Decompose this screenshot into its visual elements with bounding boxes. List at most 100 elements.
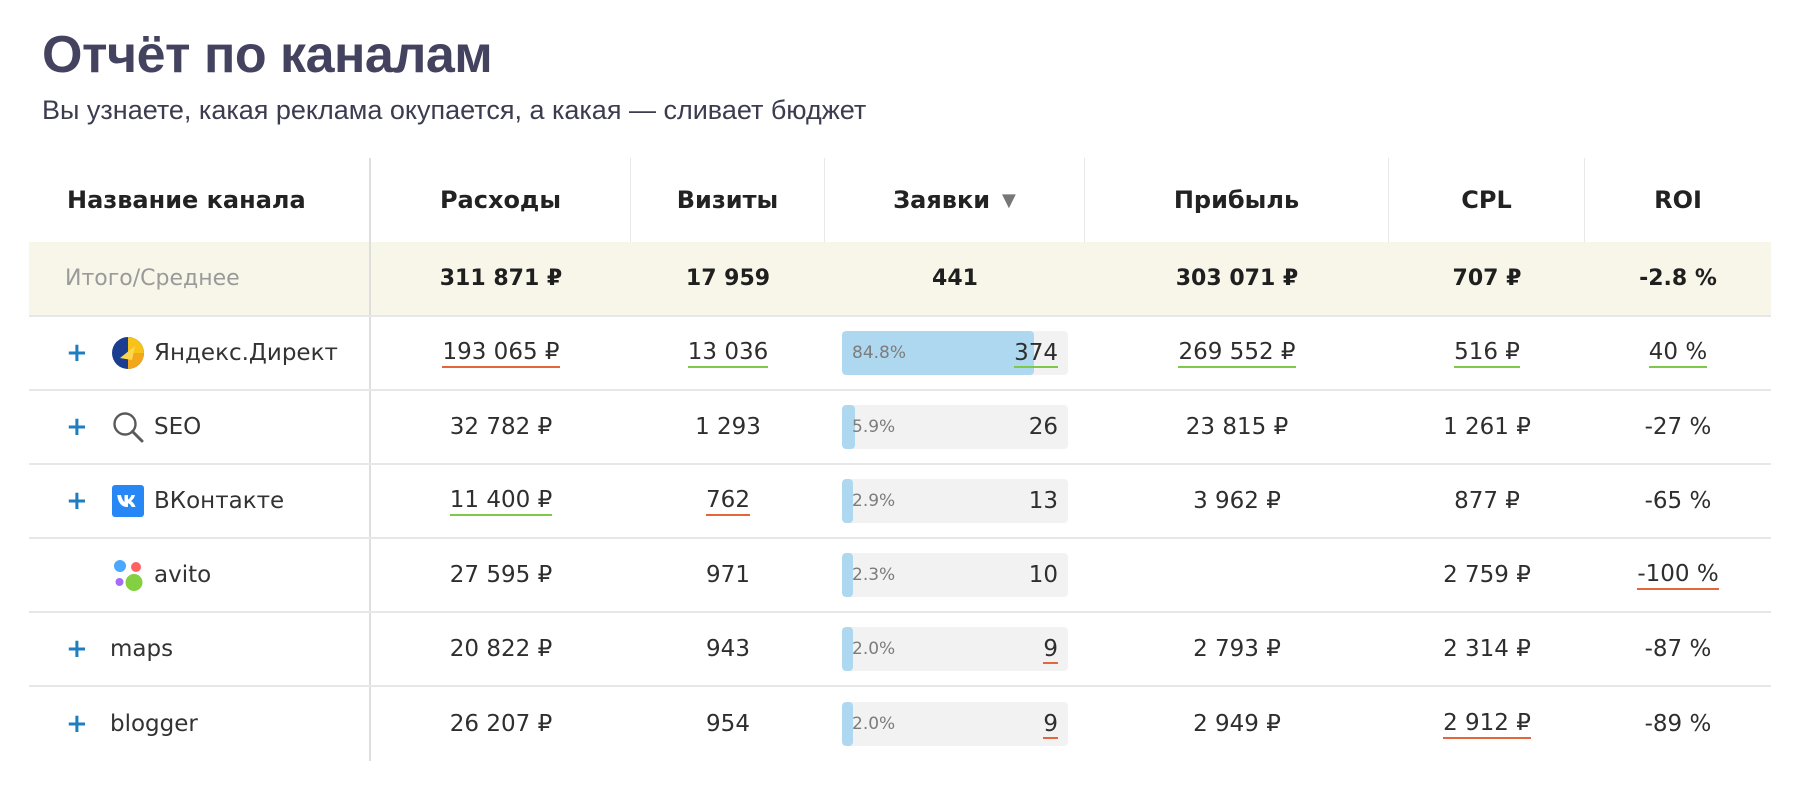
column-header-leads[interactable]: Заявки ▼ [825, 158, 1085, 242]
leads-share-bar: 2.0% 9 [842, 627, 1068, 671]
expand-plus-icon[interactable]: + [66, 412, 88, 442]
leads-percent: 84.8% [852, 343, 907, 363]
expenses-cell: 26 207 ₽ [371, 687, 631, 761]
table-row[interactable]: + ВКонтакте 11 400 ₽ 762 2.9% 13 3 962 ₽ 877 ₽ -… [29, 465, 1771, 539]
column-header-visits[interactable]: Визиты [631, 158, 825, 242]
channel-name: blogger [110, 711, 198, 737]
leads-value-wrap: 26 [1029, 405, 1058, 449]
leads-cell: 2.0% 9 [825, 613, 1085, 685]
sort-descending-icon[interactable]: ▼ [1002, 189, 1016, 211]
visits-value: 954 [706, 711, 750, 737]
leads-value: 26 [1028, 414, 1058, 440]
channel-cell: + maps [29, 613, 371, 685]
leads-share-bar: 2.9% 13 [842, 479, 1068, 523]
avito-icon [110, 557, 146, 593]
cpl-cell: 1 261 ₽ [1389, 391, 1585, 463]
channel-cell: + blogger [29, 687, 371, 761]
total-leads: 441 [932, 266, 978, 291]
cpl-value: 2 912 ₽ [1443, 710, 1531, 739]
leads-share-fill [842, 479, 854, 523]
visits-value: 762 [706, 487, 750, 516]
leads-value-wrap: 13 [1029, 479, 1058, 523]
expenses-cell: 20 822 ₽ [371, 613, 631, 685]
page-subtitle: Вы узнаете, какая реклама окупается, а к… [42, 95, 867, 125]
cpl-value: 2 314 ₽ [1443, 636, 1531, 662]
roi-cell: -27 % [1585, 391, 1771, 463]
expand-plus-icon[interactable]: + [66, 634, 88, 664]
column-header-channel[interactable]: Название канала [29, 158, 371, 242]
total-visits: 17 959 [685, 266, 771, 291]
column-header-roi[interactable]: ROI [1654, 186, 1702, 214]
cpl-value: 516 ₽ [1454, 339, 1520, 368]
expand-plus-icon[interactable]: + [66, 709, 88, 739]
profit-cell [1085, 539, 1389, 611]
channel-name: ВКонтакте [154, 488, 285, 514]
visits-value: 971 [706, 562, 750, 588]
leads-share-fill [842, 553, 854, 597]
leads-value: 9 [1043, 636, 1058, 664]
vk-icon [110, 483, 146, 519]
roi-cell: -100 % [1585, 539, 1771, 611]
expand-plus-icon[interactable]: + [66, 486, 88, 516]
expenses-value: 193 065 ₽ [442, 339, 560, 368]
table-header: Название канала Расходы Визиты Заявки ▼ … [29, 158, 1771, 242]
channel-cell: + Яндекс.Директ [29, 317, 371, 389]
visits-cell: 1 293 [631, 391, 825, 463]
cpl-value: 1 261 ₽ [1443, 414, 1531, 440]
leads-cell: 5.9% 26 [825, 391, 1085, 463]
leads-percent: 2.0% [852, 639, 896, 659]
roi-cell: -87 % [1585, 613, 1771, 685]
column-header-cpl[interactable]: CPL [1389, 158, 1585, 242]
channel-cell: + SEO [29, 391, 371, 463]
profit-value: 23 815 ₽ [1185, 414, 1289, 440]
roi-cell: -89 % [1585, 687, 1771, 761]
visits-value: 13 036 [687, 339, 769, 368]
channel-cell: avito [29, 539, 371, 611]
expenses-value: 26 207 ₽ [449, 711, 553, 737]
total-profit: 303 071 ₽ [1175, 266, 1299, 291]
visits-cell: 762 [631, 465, 825, 537]
roi-value: -87 % [1644, 636, 1712, 662]
table-row[interactable]: + maps 20 822 ₽ 943 2.0% 9 2 793 ₽ 2 314 ₽ -87 % [29, 613, 1771, 687]
visits-value: 943 [706, 636, 750, 662]
profit-cell: 269 552 ₽ [1085, 317, 1389, 389]
profit-value: 2 793 ₽ [1193, 636, 1281, 662]
column-header-leads-label: Заявки [893, 186, 991, 214]
column-header-expenses[interactable]: Расходы [371, 158, 631, 242]
search-icon [110, 409, 146, 445]
column-header-profit[interactable]: Прибыль [1085, 158, 1389, 242]
table-row[interactable]: + blogger 26 207 ₽ 954 2.0% 9 2 949 ₽ 2 912 ₽ -8… [29, 687, 1771, 761]
leads-share-bar: 2.3% 10 [842, 553, 1068, 597]
leads-share-fill [842, 405, 856, 449]
profit-value: 269 552 ₽ [1178, 339, 1296, 368]
leads-value: 13 [1028, 488, 1058, 514]
leads-cell: 2.9% 13 [825, 465, 1085, 537]
table-row[interactable]: avito 27 595 ₽ 971 2.3% 10 2 759 ₽ -100 % [29, 539, 1771, 613]
profit-cell: 3 962 ₽ [1085, 465, 1389, 537]
table-row[interactable]: + SEO 32 782 ₽ 1 293 5.9% 26 23 815 ₽ 1 261 ₽ -2… [29, 391, 1771, 465]
table-row[interactable]: + Яндекс.Директ 193 065 ₽ 13 036 84.8% 374 269… [29, 317, 1771, 391]
expand-plus-icon[interactable]: + [66, 338, 88, 368]
cpl-value: 877 ₽ [1454, 488, 1520, 514]
expenses-value: 32 782 ₽ [449, 414, 553, 440]
expenses-cell: 193 065 ₽ [371, 317, 631, 389]
expenses-cell: 11 400 ₽ [371, 465, 631, 537]
leads-percent: 2.3% [852, 565, 896, 585]
expenses-value: 27 595 ₽ [449, 562, 553, 588]
total-roi: -2.8 % [1639, 266, 1717, 291]
expenses-cell: 27 595 ₽ [371, 539, 631, 611]
visits-cell: 971 [631, 539, 825, 611]
visits-cell: 954 [631, 687, 825, 761]
cpl-cell: 2 314 ₽ [1389, 613, 1585, 685]
yandex-direct-icon [110, 335, 146, 371]
channels-table: Название канала Расходы Визиты Заявки ▼ … [29, 158, 1771, 761]
channel-cell: + ВКонтакте [29, 465, 371, 537]
leads-value: 374 [1014, 340, 1058, 368]
cpl-cell: 2 912 ₽ [1389, 687, 1585, 761]
channel-name: maps [110, 636, 174, 662]
cpl-value: 2 759 ₽ [1443, 562, 1531, 588]
profit-value: 3 962 ₽ [1193, 488, 1281, 514]
leads-cell: 2.0% 9 [825, 687, 1085, 761]
leads-value-wrap: 9 [1043, 627, 1058, 671]
leads-share-bar: 5.9% 26 [842, 405, 1068, 449]
